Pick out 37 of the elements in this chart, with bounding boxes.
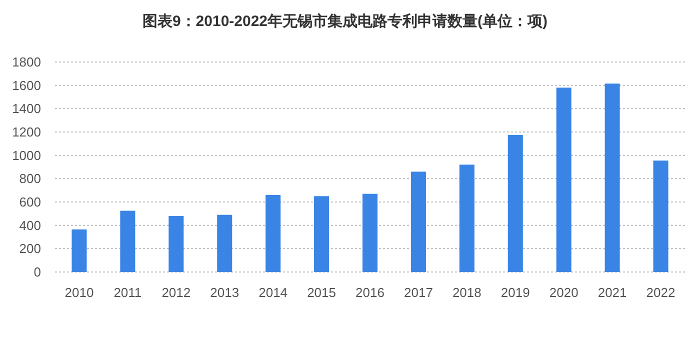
y-tick-label: 1600 xyxy=(12,78,41,93)
bar xyxy=(217,214,232,272)
y-tick-label: 1000 xyxy=(12,148,41,163)
bar xyxy=(72,229,87,272)
x-tick-label: 2014 xyxy=(258,285,288,300)
y-tick-label: 1800 xyxy=(12,54,41,70)
x-tick-label: 2013 xyxy=(210,285,240,300)
x-tick-label: 2018 xyxy=(452,285,482,300)
x-tick-label: 2010 xyxy=(64,285,94,300)
y-tick-label: 200 xyxy=(19,241,41,256)
bar xyxy=(653,160,668,272)
chart-title: 图表9：2010-2022年无锡市集成电路专利申请数量(单位：项) xyxy=(142,12,548,30)
x-tick-label: 2017 xyxy=(404,285,433,300)
y-tick-label: 800 xyxy=(19,171,41,186)
y-tick-label: 1200 xyxy=(12,124,41,140)
bar xyxy=(266,195,281,272)
bar xyxy=(459,164,474,272)
bar xyxy=(168,216,184,272)
x-tick-label: 2012 xyxy=(162,285,191,300)
y-tick-label: 1400 xyxy=(12,101,41,116)
bar xyxy=(120,210,136,272)
x-tick-label: 2021 xyxy=(598,285,627,300)
y-tick-label: 600 xyxy=(19,194,41,210)
y-tick-label: 400 xyxy=(19,218,41,233)
bar xyxy=(508,134,523,272)
x-tick-label: 2016 xyxy=(356,285,384,300)
x-tick-label: 2020 xyxy=(549,285,578,300)
x-tick-label: 2015 xyxy=(307,285,336,300)
x-tick-label: 2019 xyxy=(500,285,530,300)
bar xyxy=(410,172,426,272)
bar xyxy=(556,88,572,272)
y-tick-label: 0 xyxy=(34,264,41,280)
bar xyxy=(314,196,330,272)
bar xyxy=(362,194,378,272)
x-tick-label: 2022 xyxy=(646,285,676,300)
bar xyxy=(604,84,620,272)
x-tick-label: 2011 xyxy=(114,285,142,300)
